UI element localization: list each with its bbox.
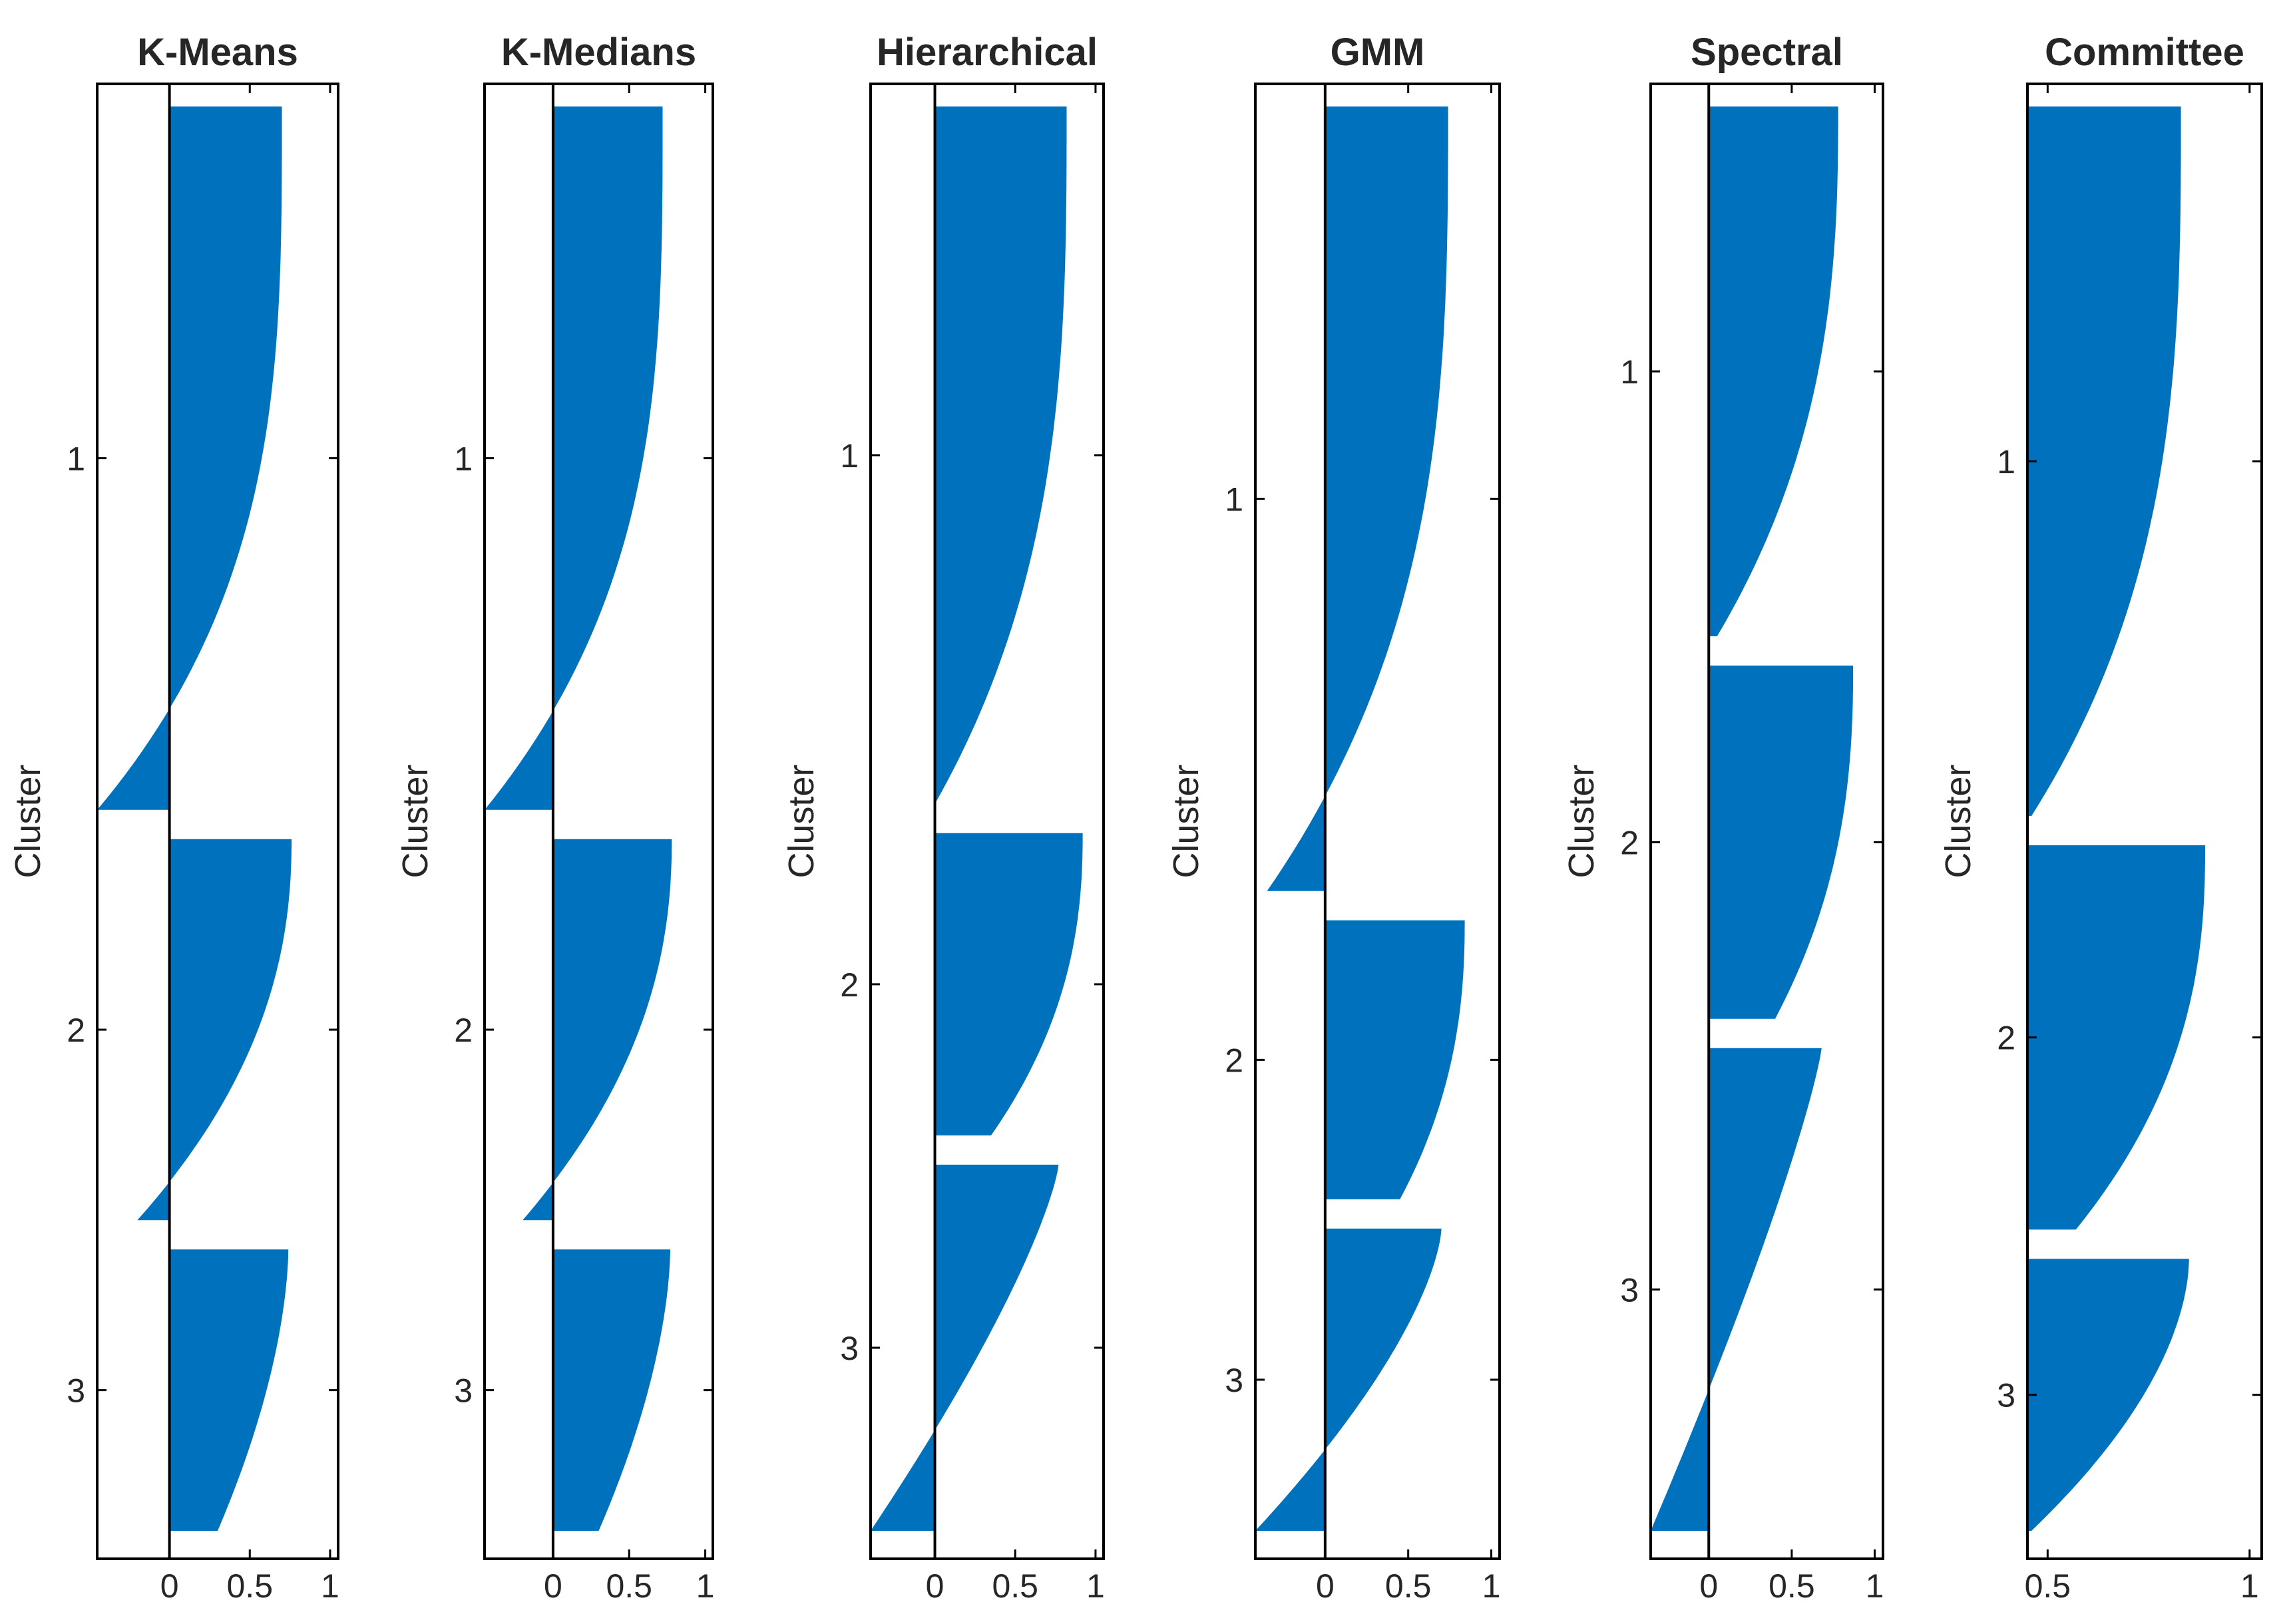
y-tick-label: 1 <box>1620 353 1639 391</box>
silhouette-cluster-2 <box>522 839 672 1221</box>
silhouette-panel-5: 0 0.5 1 1 2 3 Spectral Cluster <box>1562 31 1884 1605</box>
x-tick-label: 0.5 <box>992 1567 1038 1605</box>
x-tick-label: 0.5 <box>227 1567 274 1605</box>
silhouette-cluster-3 <box>1255 1228 1442 1531</box>
y-axis-label: Cluster <box>395 764 435 878</box>
x-tick-label: 1 <box>2240 1567 2259 1605</box>
y-tick-label: 1 <box>1225 481 1243 518</box>
axes-box <box>483 83 714 1560</box>
silhouette-panel-3: 0 0.5 1 1 2 3 Hierarchical Cluster <box>781 31 1105 1605</box>
panel-title: Hierarchical <box>877 31 1098 74</box>
x-tick-label: 1 <box>696 1567 715 1605</box>
silhouette-cluster-2 <box>1325 920 1465 1199</box>
silhouette-cluster-1 <box>485 106 663 810</box>
silhouette-cluster-3 <box>871 1164 1059 1531</box>
y-axis-label: Cluster <box>1938 764 1978 878</box>
silhouette-cluster-3 <box>552 1249 670 1531</box>
x-tick-label: 0.5 <box>606 1567 652 1605</box>
silhouette-cluster-1 <box>1267 106 1448 891</box>
silhouette-cluster-1 <box>935 106 1067 804</box>
y-tick-label: 2 <box>67 1012 85 1049</box>
y-axis-label: Cluster <box>1562 764 1601 878</box>
y-tick-label: 2 <box>840 966 859 1004</box>
axes-box <box>2026 83 2263 1560</box>
y-axis-label: Cluster <box>781 764 821 878</box>
silhouette-cluster-3 <box>2027 1259 2189 1531</box>
silhouette-cluster-1 <box>1709 106 1838 636</box>
x-tick-label: 0.5 <box>2025 1567 2071 1605</box>
y-tick-label: 1 <box>454 440 473 477</box>
y-tick-label: 1 <box>67 440 85 477</box>
x-tick-label: 0 <box>544 1567 562 1605</box>
x-tick-label: 0 <box>1699 1567 1718 1605</box>
panel-title: Committee <box>2045 31 2244 74</box>
y-tick-label: 3 <box>1997 1377 2015 1414</box>
y-tick-label: 2 <box>1620 824 1639 861</box>
x-tick-label: 1 <box>321 1567 339 1605</box>
silhouette-cluster-2 <box>935 833 1083 1135</box>
panel-title: Spectral <box>1691 31 1843 74</box>
x-tick-label: 0.5 <box>1385 1567 1432 1605</box>
panel-title: K-Means <box>137 31 298 74</box>
panel-title: GMM <box>1331 31 1425 74</box>
axes-box <box>1649 83 1884 1560</box>
x-tick-label: 0.5 <box>1769 1567 1815 1605</box>
silhouette-cluster-2 <box>2027 845 2205 1230</box>
y-tick-label: 1 <box>1997 443 2015 481</box>
x-tick-label: 1 <box>1866 1567 1884 1605</box>
axes-box <box>869 83 1105 1560</box>
x-tick-label: 1 <box>1086 1567 1105 1605</box>
y-tick-label: 3 <box>1620 1271 1639 1309</box>
silhouette-panel-2: 0 0.5 1 1 2 3 K-Medians Cluster <box>395 31 714 1605</box>
silhouette-panel-1: 0 0.5 1 1 2 3 K-Means Cluster <box>8 31 339 1605</box>
silhouette-cluster-2 <box>137 839 292 1221</box>
silhouette-panel-4: 0 0.5 1 1 2 3 GMM Cluster <box>1166 31 1501 1605</box>
silhouette-cluster-1 <box>97 106 282 810</box>
x-tick-label: 0 <box>160 1567 179 1605</box>
x-tick-label: 1 <box>1482 1567 1501 1605</box>
y-tick-label: 1 <box>840 437 859 475</box>
axes-box <box>1254 83 1501 1560</box>
silhouette-cluster-2 <box>1709 666 1854 1019</box>
silhouette-panel-6: 0.5 1 1 2 3 Committee Cluster <box>1938 31 2263 1605</box>
y-tick-label: 3 <box>840 1330 859 1367</box>
y-tick-label: 3 <box>67 1372 85 1410</box>
panel-title: K-Medians <box>501 31 696 74</box>
y-axis-label: Cluster <box>8 764 48 878</box>
y-tick-label: 2 <box>1997 1020 2015 1057</box>
silhouette-cluster-1 <box>2027 106 2181 816</box>
x-tick-label: 0 <box>926 1567 944 1605</box>
silhouette-cluster-3 <box>169 1249 289 1531</box>
y-tick-label: 2 <box>1225 1042 1243 1079</box>
y-axis-label: Cluster <box>1166 764 1206 878</box>
axes-box <box>96 83 339 1560</box>
y-tick-label: 2 <box>454 1012 473 1049</box>
silhouette-cluster-3 <box>1651 1048 1822 1531</box>
x-tick-label: 0 <box>1316 1567 1335 1605</box>
y-tick-label: 3 <box>1225 1362 1243 1399</box>
y-tick-label: 3 <box>454 1372 473 1410</box>
